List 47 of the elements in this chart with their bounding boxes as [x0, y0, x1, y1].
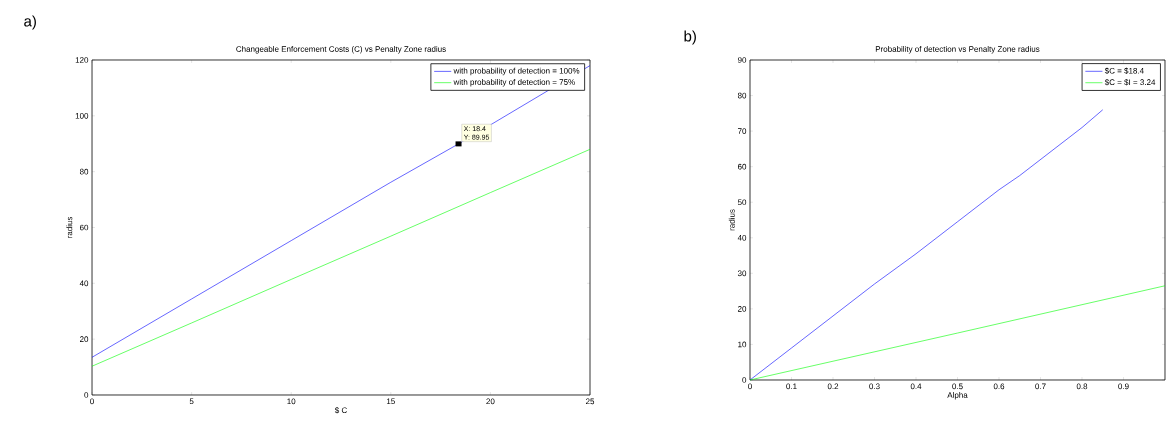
x-tick-label: 20: [486, 398, 495, 405]
x-tick-label: 15: [386, 398, 395, 405]
legend-label: $C = $I = 3.24: [1104, 79, 1156, 86]
y-tick-label: 20: [737, 306, 747, 312]
y-tick-label: 80: [79, 168, 89, 175]
y-tick-label: 40: [79, 280, 89, 287]
y-tick-label: 0: [84, 392, 89, 398]
y-tick-label: 30: [737, 270, 747, 277]
x-tick-label: 0.5: [952, 383, 963, 390]
y-tick-label: 60: [737, 163, 747, 170]
x-tick-label: 0.9: [1118, 383, 1129, 390]
x-tick-label: 0.7: [1035, 383, 1046, 390]
x-tick-label: 0.8: [1076, 383, 1088, 390]
x-tick-label: 0.1: [786, 383, 797, 390]
y-tick-label: 70: [737, 128, 747, 134]
chart-title: Probability of detection vs Penalty Zone radius: [875, 46, 1040, 54]
y-tick-label: 100: [75, 113, 89, 119]
y-tick-label: 50: [737, 199, 747, 206]
x-axis-title: $ C: [334, 407, 347, 414]
y-tick-label: 60: [79, 224, 89, 231]
y-axis-title: radius: [728, 209, 735, 231]
x-tick-label: 10: [287, 398, 296, 405]
chart-title: Changeable Enforcement Costs (C) vs Penalty Zone radius: [236, 46, 446, 54]
y-tick-label: 90: [737, 57, 747, 63]
text: a): [24, 15, 36, 30]
legend-label: $C = $18.4: [1104, 67, 1144, 75]
x-tick-label: 0.3: [869, 383, 880, 390]
x-tick-label: 5: [189, 398, 194, 405]
text: b): [684, 30, 696, 45]
x-tick-label: 0: [90, 398, 94, 405]
y-tick-label: 0: [742, 377, 747, 383]
x-axis-title: Alpha: [947, 392, 968, 400]
x-tick-label: 25: [585, 398, 595, 405]
legend-label: with probability of detection = 75%: [453, 79, 575, 87]
y-tick-label: 120: [75, 57, 89, 63]
x-tick-label: 0.2: [827, 383, 839, 390]
y-tick-label: 80: [737, 92, 747, 99]
x-tick-label: 0: [748, 383, 752, 390]
x-tick-label: 0.4: [910, 383, 922, 390]
line-series: [91, 149, 591, 367]
y-tick-label: 10: [738, 341, 747, 348]
legend-label: with probability of detection = 100%: [453, 67, 580, 76]
y-tick-label: 20: [79, 336, 89, 342]
x-tick-label: 0.6: [993, 383, 1005, 390]
line-series: [749, 109, 1104, 381]
y-axis-title: radius: [66, 216, 73, 238]
y-tick-label: 40: [737, 234, 747, 241]
